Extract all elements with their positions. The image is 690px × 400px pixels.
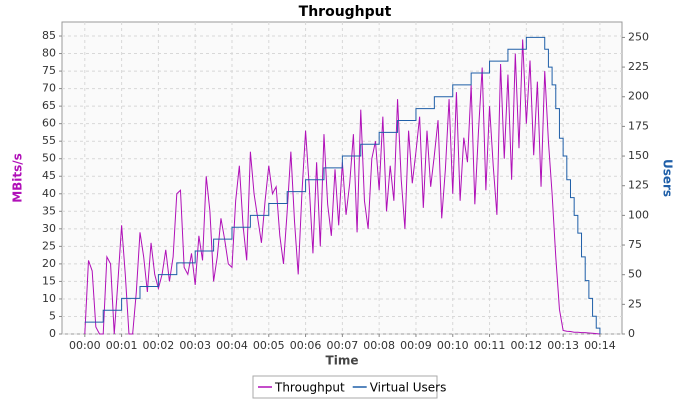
y2-tick-label: 0 — [628, 327, 635, 340]
x-tick-label: 00:07 — [327, 339, 359, 352]
y-tick-label: 75 — [42, 64, 56, 77]
x-tick-label: 00:10 — [437, 339, 469, 352]
legend-label: Throughput — [274, 381, 345, 395]
chart-title: Throughput — [299, 4, 392, 20]
y-tick-label: 20 — [42, 257, 56, 270]
y-tick-label: 15 — [42, 274, 56, 287]
x-tick-label: 00:03 — [179, 339, 211, 352]
y-tick-label: 45 — [42, 169, 56, 182]
y2-tick-label: 150 — [628, 149, 649, 162]
y2-tick-label: 175 — [628, 119, 649, 132]
y-tick-label: 65 — [42, 99, 56, 112]
y2-tick-label: 200 — [628, 90, 649, 103]
x-tick-label: 00:11 — [474, 339, 506, 352]
y-tick-label: 5 — [49, 309, 56, 322]
y2-tick-label: 225 — [628, 60, 649, 73]
x-tick-label: 00:05 — [253, 339, 285, 352]
x-tick-label: 00:14 — [584, 339, 616, 352]
y-tick-label: 30 — [42, 222, 56, 235]
y-tick-label: 10 — [42, 292, 56, 305]
y-axis-label: MBits/s — [11, 153, 25, 203]
y-tick-label: 80 — [42, 47, 56, 60]
y2-tick-label: 75 — [628, 238, 642, 251]
y-tick-label: 0 — [49, 327, 56, 340]
y-tick-label: 60 — [42, 117, 56, 130]
y-tick-label: 50 — [42, 152, 56, 165]
x-tick-label: 00:13 — [547, 339, 579, 352]
y-tick-label: 55 — [42, 134, 56, 147]
y-tick-label: 25 — [42, 239, 56, 252]
y-tick-label: 85 — [42, 29, 56, 42]
series-line — [84, 36, 601, 334]
y2-tick-label: 50 — [628, 268, 642, 281]
x-tick-label: 00:04 — [216, 339, 248, 352]
x-tick-label: 00:00 — [69, 339, 101, 352]
x-tick-label: 00:12 — [510, 339, 542, 352]
y-tick-label: 35 — [42, 204, 56, 217]
x-axis-label: Time — [326, 354, 359, 368]
x-tick-label: 00:09 — [400, 339, 432, 352]
x-tick-label: 00:01 — [106, 339, 138, 352]
x-tick-label: 00:02 — [143, 339, 175, 352]
y2-tick-label: 100 — [628, 208, 649, 221]
legend-label: Virtual Users — [370, 381, 447, 395]
y-tick-label: 70 — [42, 82, 56, 95]
y-tick-label: 40 — [42, 187, 56, 200]
legend — [252, 375, 438, 399]
y2-tick-label: 250 — [628, 30, 649, 43]
x-tick-label: 00:08 — [363, 339, 395, 352]
x-tick-label: 00:06 — [290, 339, 322, 352]
y2-axis-label: Users — [661, 159, 675, 197]
y2-tick-label: 25 — [628, 297, 642, 310]
y2-tick-label: 125 — [628, 179, 649, 192]
